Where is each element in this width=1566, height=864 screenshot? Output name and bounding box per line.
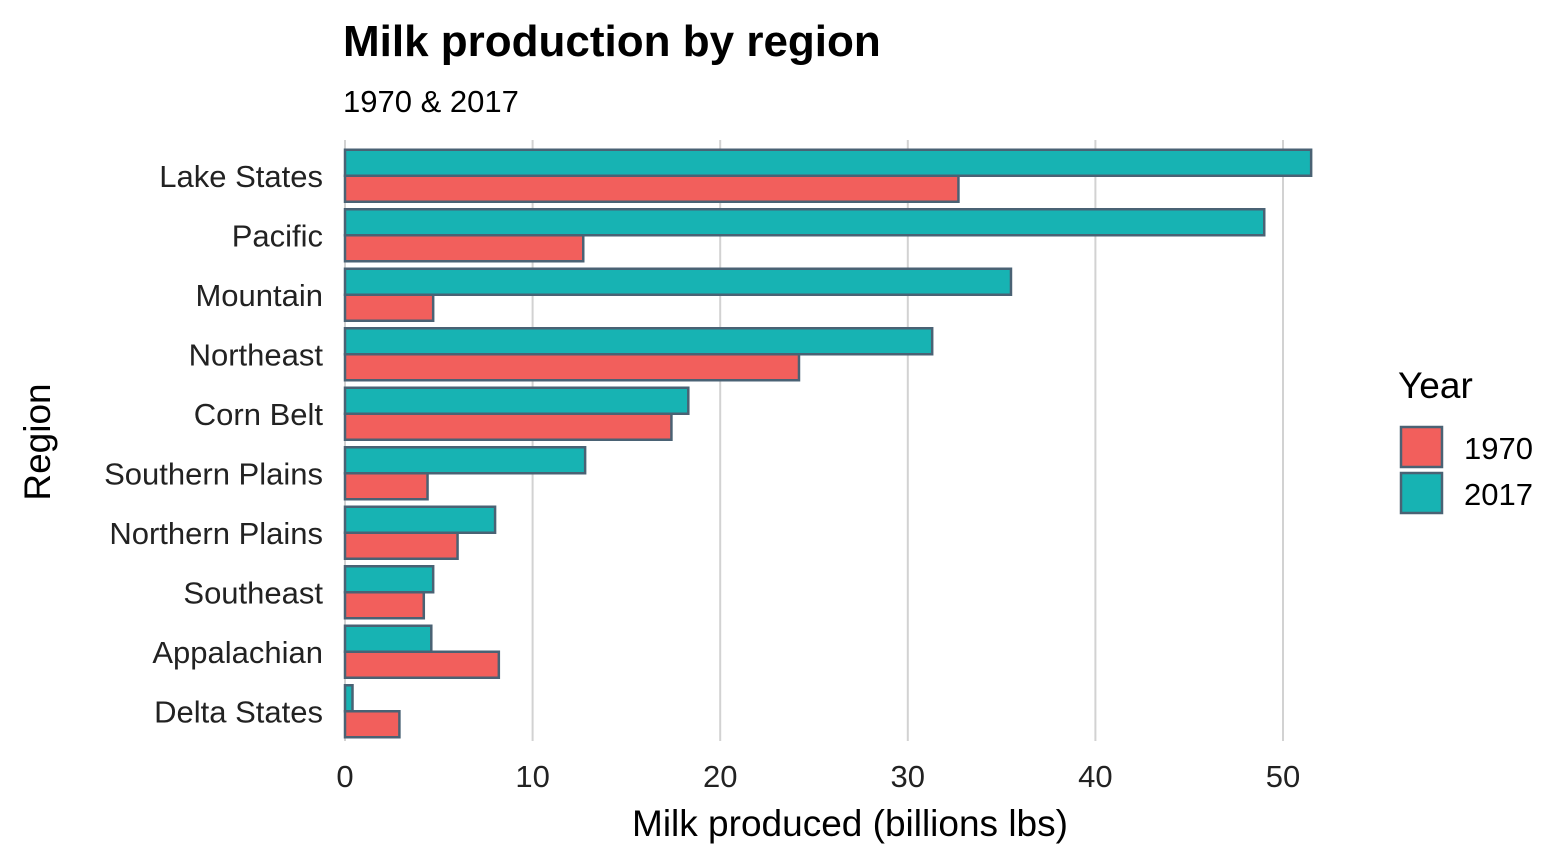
legend-swatch-1970 — [1399, 425, 1444, 469]
bar-1970 — [343, 531, 459, 560]
bar-2017 — [343, 446, 587, 475]
bar-1970 — [343, 174, 960, 203]
bar-1970 — [343, 293, 435, 322]
bar-1970 — [343, 412, 673, 441]
legend-label-2017: 2017 — [1464, 477, 1533, 512]
x-tick-label: 30 — [891, 759, 925, 794]
legend-label-1970: 1970 — [1464, 431, 1533, 466]
bar-1970 — [343, 472, 429, 501]
y-tick-label: Northeast — [189, 337, 324, 372]
x-axis-title: Milk produced (billions lbs) — [632, 803, 1068, 844]
bar-2017 — [343, 267, 1013, 296]
y-tick-label: Pacific — [232, 218, 323, 253]
x-tick-labels: 0 10 20 30 40 50 — [336, 759, 1300, 794]
legend-swatch-2017 — [1399, 471, 1444, 515]
y-tick-label: Northern Plains — [109, 516, 323, 551]
chart-subtitle: 1970 & 2017 — [343, 84, 519, 119]
y-tick-label: Lake States — [159, 159, 323, 194]
chart-title: Milk production by region — [343, 17, 881, 66]
y-axis-title: Region — [17, 383, 58, 500]
bar-2017 — [343, 684, 354, 713]
bar-2017 — [343, 327, 934, 356]
bar-2017 — [343, 386, 690, 415]
y-tick-label: Appalachian — [152, 635, 323, 670]
bar-1970 — [343, 650, 501, 679]
bar-1970 — [343, 710, 401, 739]
bar-2017 — [343, 208, 1266, 237]
x-tick-label: 0 — [336, 759, 353, 794]
x-tick-label: 40 — [1078, 759, 1112, 794]
bar-1970 — [343, 353, 801, 382]
bar-1970 — [343, 234, 585, 263]
bars — [343, 148, 1313, 739]
y-tick-label: Southeast — [183, 575, 323, 610]
x-tick-label: 20 — [703, 759, 737, 794]
y-tick-labels: Lake States Pacific Mountain Northeast Corn … — [104, 159, 323, 730]
bar-1970 — [343, 591, 426, 620]
bar-2017 — [343, 148, 1313, 177]
bar-2017 — [343, 624, 433, 653]
y-tick-label: Delta States — [154, 694, 323, 729]
bar-2017 — [343, 565, 435, 594]
legend: Year 1970 2017 — [1398, 365, 1533, 515]
legend-title: Year — [1398, 365, 1473, 406]
bar-2017 — [343, 505, 497, 534]
x-tick-label: 50 — [1266, 759, 1300, 794]
y-tick-label: Mountain — [195, 278, 323, 313]
y-tick-label: Southern Plains — [104, 456, 323, 491]
y-tick-label: Corn Belt — [194, 397, 324, 432]
x-tick-label: 10 — [515, 759, 549, 794]
